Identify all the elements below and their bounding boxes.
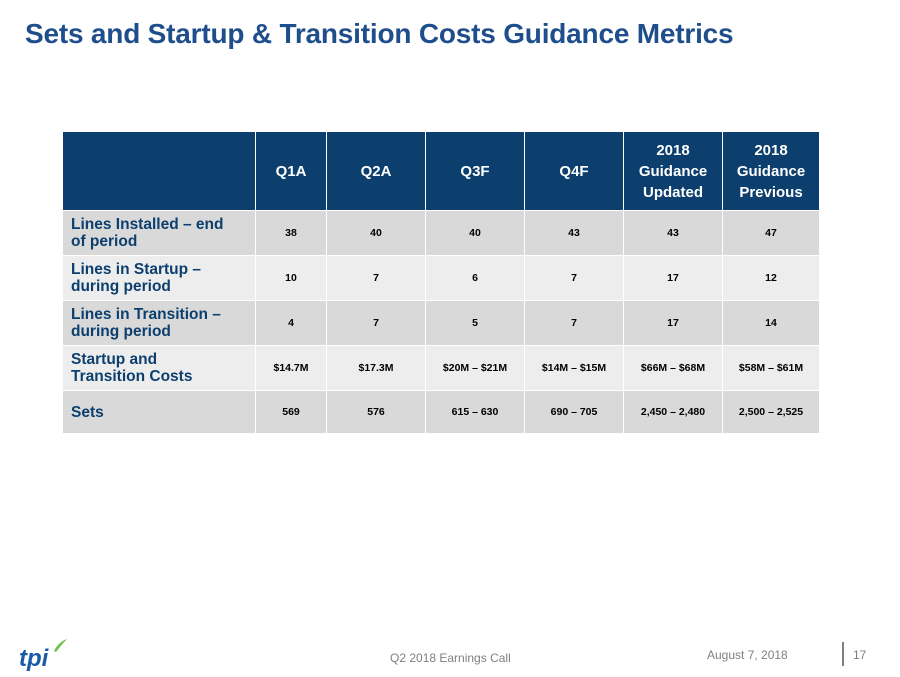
table-cell: 576 bbox=[326, 390, 426, 434]
column-header-q1a: Q1A bbox=[255, 131, 327, 211]
table-cell: 615 – 630 bbox=[425, 390, 525, 434]
table-cell: 7 bbox=[326, 255, 426, 301]
table-cell: 5 bbox=[425, 300, 525, 346]
table-row-sets: Sets 569 576 615 – 630 690 – 705 2,450 –… bbox=[62, 390, 820, 434]
table-cell: 38 bbox=[255, 210, 327, 256]
row-label-line: during period bbox=[71, 278, 171, 295]
table-row-startup-transition-costs: Startup and Transition Costs $14.7M $17.… bbox=[62, 345, 820, 391]
page-number: 17 bbox=[853, 648, 867, 662]
column-header-line: Guidance bbox=[736, 162, 806, 180]
table-cell: 40 bbox=[326, 210, 426, 256]
table-cell: 40 bbox=[425, 210, 525, 256]
table-cell: $58M – $61M bbox=[722, 345, 820, 391]
logo-leaf-icon bbox=[54, 639, 67, 652]
table-header-row: Q1A Q2A Q3F Q4F 2018 Guidance Updated 20… bbox=[62, 131, 820, 211]
table-cell: 47 bbox=[722, 210, 820, 256]
table-cell: $14.7M bbox=[255, 345, 327, 391]
column-header-label: Q4F bbox=[559, 162, 589, 180]
column-header-line: 2018 bbox=[656, 141, 690, 159]
table-cell: 10 bbox=[255, 255, 327, 301]
row-label-line: Lines in Startup – bbox=[71, 261, 202, 278]
page-title: Sets and Startup & Transition Costs Guid… bbox=[25, 18, 734, 49]
tpi-logo: tpi bbox=[19, 639, 67, 672]
table-cell: 4 bbox=[255, 300, 327, 346]
table-cell: 7 bbox=[524, 255, 624, 301]
row-label: Lines in Startup – during period bbox=[62, 255, 256, 301]
table-cell: 14 bbox=[722, 300, 820, 346]
table-cell: 12 bbox=[722, 255, 820, 301]
table-cell: 43 bbox=[524, 210, 624, 256]
header-corner-cell bbox=[62, 131, 256, 211]
table-cell: 690 – 705 bbox=[524, 390, 624, 434]
table-row-lines-in-transition: Lines in Transition – during period 4 7 … bbox=[62, 300, 820, 346]
table-cell: 7 bbox=[326, 300, 426, 346]
table-cell: $20M – $21M bbox=[425, 345, 525, 391]
table-cell: 17 bbox=[623, 300, 723, 346]
table-cell: 7 bbox=[524, 300, 624, 346]
row-label: Lines Installed – end of period bbox=[62, 210, 256, 256]
row-label: Startup and Transition Costs bbox=[62, 345, 256, 391]
row-label: Sets bbox=[62, 390, 256, 434]
row-label-line: of period bbox=[71, 233, 138, 250]
table-cell: 17 bbox=[623, 255, 723, 301]
svg-text:tpi: tpi bbox=[19, 645, 50, 672]
footer-date: August 7, 2018 bbox=[707, 648, 788, 662]
row-label-line: Transition Costs bbox=[71, 368, 193, 385]
row-label-line: Sets bbox=[71, 403, 104, 421]
column-header-label: Q3F bbox=[460, 162, 490, 180]
row-label: Lines in Transition – during period bbox=[62, 300, 256, 346]
column-header-guidance-previous: 2018 Guidance Previous bbox=[722, 131, 820, 211]
column-header-guidance-updated: 2018 Guidance Updated bbox=[623, 131, 723, 211]
column-header-line: Updated bbox=[643, 183, 703, 201]
column-header-q4f: Q4F bbox=[524, 131, 624, 211]
guidance-metrics-table: Q1A Q2A Q3F Q4F 2018 Guidance Updated 20… bbox=[62, 131, 820, 434]
table-cell: 43 bbox=[623, 210, 723, 256]
column-header-label: Q2A bbox=[360, 162, 392, 180]
row-label-line: Lines Installed – end bbox=[71, 216, 224, 233]
footer-event-name: Q2 2018 Earnings Call bbox=[390, 651, 511, 665]
table-row-lines-installed: Lines Installed – end of period 38 40 40… bbox=[62, 210, 820, 256]
column-header-line: 2018 bbox=[754, 141, 788, 159]
column-header-q3f: Q3F bbox=[425, 131, 525, 211]
table-cell: $14M – $15M bbox=[524, 345, 624, 391]
table-cell: 569 bbox=[255, 390, 327, 434]
row-label-line: Startup and bbox=[71, 351, 158, 368]
table-cell: 2,450 – 2,480 bbox=[623, 390, 723, 434]
row-label-line: Lines in Transition – bbox=[71, 306, 221, 323]
table-cell: 2,500 – 2,525 bbox=[722, 390, 820, 434]
table-cell: $17.3M bbox=[326, 345, 426, 391]
footer-divider bbox=[842, 642, 844, 666]
column-header-line: Previous bbox=[739, 183, 803, 201]
table-row-lines-in-startup: Lines in Startup – during period 10 7 6 … bbox=[62, 255, 820, 301]
table-cell: $66M – $68M bbox=[623, 345, 723, 391]
row-label-line: during period bbox=[71, 323, 171, 340]
column-header-label: Q1A bbox=[275, 162, 307, 180]
column-header-line: Guidance bbox=[638, 162, 708, 180]
column-header-q2a: Q2A bbox=[326, 131, 426, 211]
table-cell: 6 bbox=[425, 255, 525, 301]
